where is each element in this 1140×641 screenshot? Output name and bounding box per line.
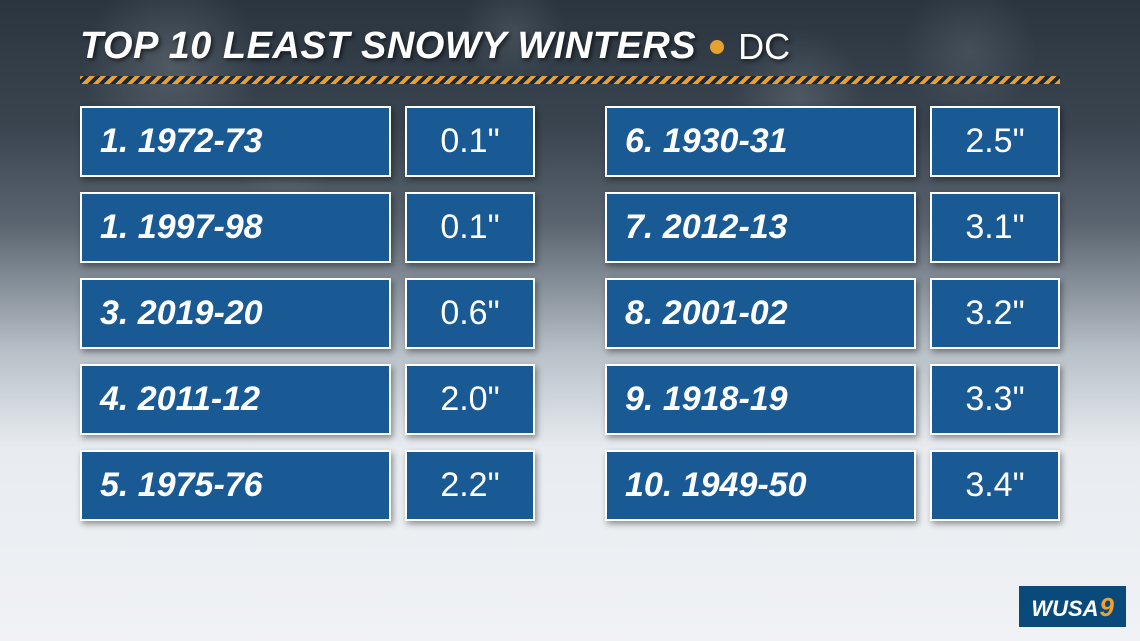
snowfall-value-cell: 2.2" (405, 450, 535, 521)
rank-year-cell: 7. 2012-13 (605, 192, 916, 263)
header: TOP 10 LEAST SNOWY WINTERS DC (80, 25, 1060, 68)
table-row: 3. 2019-20 0.6" (80, 278, 535, 349)
snowfall-value-cell: 3.1" (930, 192, 1060, 263)
bullet-separator-icon (710, 40, 724, 54)
station-logo: WUSA 9 (1019, 586, 1126, 627)
content-container: TOP 10 LEAST SNOWY WINTERS DC 1. 1972-73… (0, 0, 1140, 536)
table-row: 8. 2001-02 3.2" (605, 278, 1060, 349)
rank-year-cell: 10. 1949-50 (605, 450, 916, 521)
rank-year-cell: 6. 1930-31 (605, 106, 916, 177)
left-column: 1. 1972-73 0.1" 1. 1997-98 0.1" 3. 2019-… (80, 106, 535, 536)
rank-year-cell: 4. 2011-12 (80, 364, 391, 435)
snowfall-value-cell: 3.4" (930, 450, 1060, 521)
rank-year-cell: 1. 1972-73 (80, 106, 391, 177)
rank-year-cell: 1. 1997-98 (80, 192, 391, 263)
table-row: 10. 1949-50 3.4" (605, 450, 1060, 521)
table-row: 7. 2012-13 3.1" (605, 192, 1060, 263)
data-columns: 1. 1972-73 0.1" 1. 1997-98 0.1" 3. 2019-… (80, 106, 1060, 536)
table-row: 9. 1918-19 3.3" (605, 364, 1060, 435)
page-title: TOP 10 LEAST SNOWY WINTERS (80, 25, 696, 68)
snowfall-value-cell: 0.1" (405, 106, 535, 177)
rank-year-cell: 5. 1975-76 (80, 450, 391, 521)
stripe-separator (80, 76, 1060, 84)
snowfall-value-cell: 2.5" (930, 106, 1060, 177)
right-column: 6. 1930-31 2.5" 7. 2012-13 3.1" 8. 2001-… (605, 106, 1060, 536)
logo-number: 9 (1100, 592, 1114, 623)
table-row: 6. 1930-31 2.5" (605, 106, 1060, 177)
table-row: 5. 1975-76 2.2" (80, 450, 535, 521)
snowfall-value-cell: 3.3" (930, 364, 1060, 435)
table-row: 1. 1972-73 0.1" (80, 106, 535, 177)
table-row: 1. 1997-98 0.1" (80, 192, 535, 263)
location-label: DC (738, 26, 790, 68)
rank-year-cell: 3. 2019-20 (80, 278, 391, 349)
snowfall-value-cell: 0.1" (405, 192, 535, 263)
snowfall-value-cell: 2.0" (405, 364, 535, 435)
table-row: 4. 2011-12 2.0" (80, 364, 535, 435)
rank-year-cell: 9. 1918-19 (605, 364, 916, 435)
rank-year-cell: 8. 2001-02 (605, 278, 916, 349)
snowfall-value-cell: 3.2" (930, 278, 1060, 349)
snowfall-value-cell: 0.6" (405, 278, 535, 349)
logo-text: WUSA (1031, 596, 1098, 622)
